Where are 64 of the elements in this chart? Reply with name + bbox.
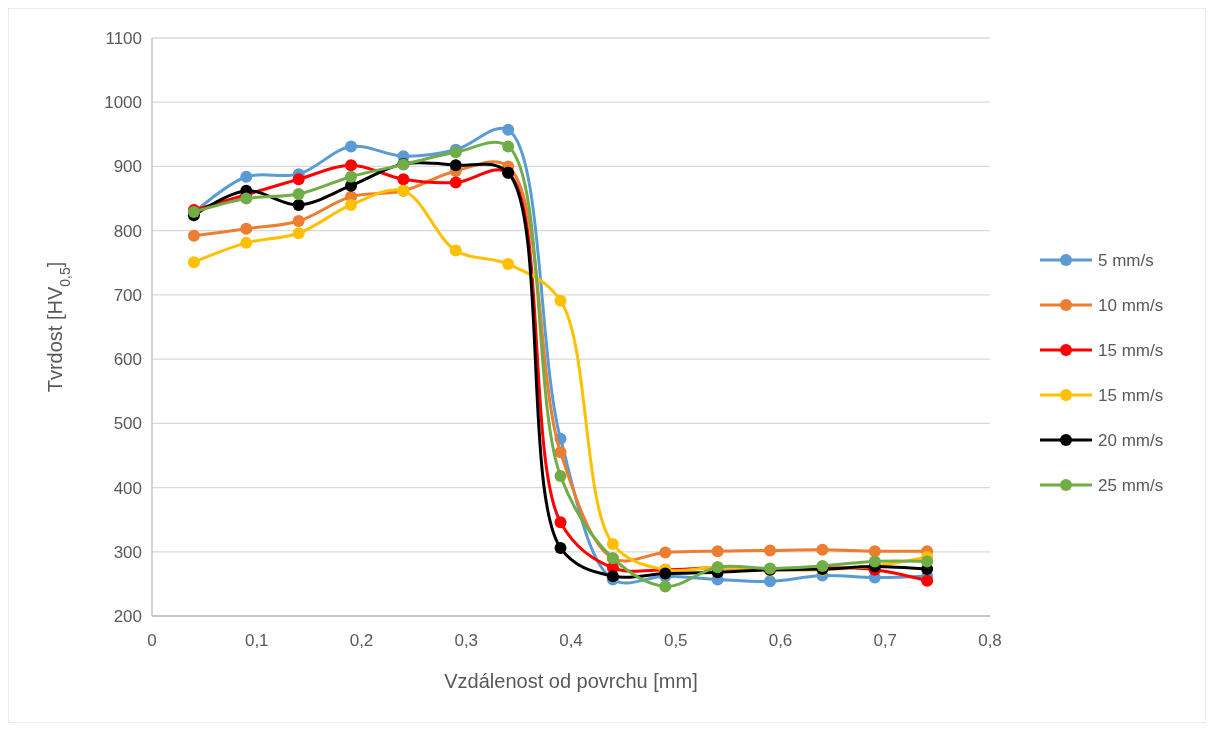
y-tick-label: 1000 xyxy=(104,93,142,113)
point xyxy=(921,555,934,568)
point xyxy=(187,229,200,242)
point xyxy=(345,159,358,172)
point xyxy=(554,294,567,307)
point xyxy=(292,227,305,240)
point xyxy=(816,543,829,556)
y-tick-label: 200 xyxy=(113,606,142,626)
legend-label: 10 mm/s xyxy=(1098,295,1164,315)
y-tick-label: 500 xyxy=(113,414,142,434)
point xyxy=(449,244,462,257)
legend-label: 25 mm/s xyxy=(1098,475,1164,495)
y-tick-label: 700 xyxy=(113,285,142,305)
y-tick-label: 300 xyxy=(113,542,142,562)
point xyxy=(868,555,881,568)
point xyxy=(659,580,672,593)
point xyxy=(502,140,515,153)
point xyxy=(292,215,305,228)
point xyxy=(187,256,200,269)
point xyxy=(659,546,672,559)
point xyxy=(921,574,934,587)
point xyxy=(554,516,567,529)
legend-label: 15 mm/s xyxy=(1098,385,1164,405)
point xyxy=(292,198,305,211)
x-tick-label: 0,7 xyxy=(873,631,898,650)
y-tick-label: 800 xyxy=(113,221,142,241)
point xyxy=(345,198,358,211)
x-axis-title: Vzdálenost od povrchu [mm] xyxy=(444,670,698,692)
x-tick-label: 0,4 xyxy=(559,631,583,650)
point xyxy=(240,222,253,235)
point xyxy=(554,541,567,554)
point xyxy=(502,258,515,271)
legend-label: 20 mm/s xyxy=(1098,430,1164,450)
point xyxy=(240,236,253,249)
y-tick-label: 600 xyxy=(113,350,142,370)
point xyxy=(502,123,515,136)
point xyxy=(345,140,358,153)
x-tick-label: 0,8 xyxy=(978,631,1002,650)
point xyxy=(449,176,462,189)
point xyxy=(292,188,305,201)
x-tick-label: 0,3 xyxy=(454,631,479,650)
point xyxy=(240,170,253,183)
point xyxy=(554,470,567,482)
point xyxy=(449,159,462,172)
x-tick-label: 0 xyxy=(147,631,157,650)
x-tick-label: 0,5 xyxy=(663,631,688,650)
point xyxy=(554,446,567,459)
point xyxy=(764,575,777,588)
point xyxy=(606,538,619,551)
x-tick-label: 0,2 xyxy=(349,631,374,650)
point xyxy=(711,545,724,558)
y-tick-label: 1100 xyxy=(105,28,142,48)
point xyxy=(345,170,358,183)
y-tick-label: 900 xyxy=(113,157,142,177)
legend-label: 15 mm/s xyxy=(1098,340,1164,360)
point xyxy=(397,173,410,186)
x-tick-label: 0,6 xyxy=(768,631,793,650)
legend-label: 5 mm/s xyxy=(1098,250,1154,270)
x-tick-label: 0,1 xyxy=(244,631,269,650)
point xyxy=(240,192,253,205)
point xyxy=(292,173,305,186)
point xyxy=(868,545,881,558)
y-tick-label: 400 xyxy=(113,478,142,498)
point xyxy=(764,544,777,557)
